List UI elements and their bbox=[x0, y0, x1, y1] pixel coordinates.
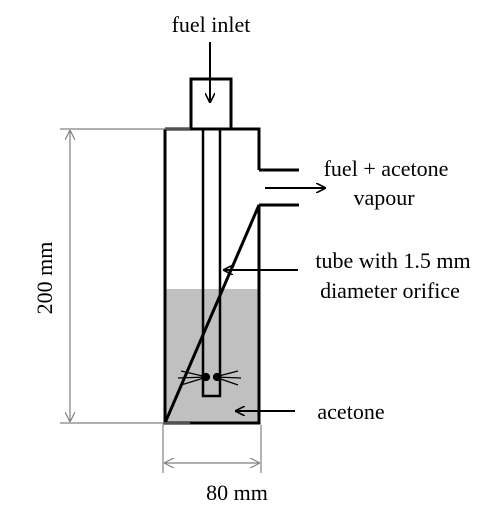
outlet-label-line1: fuel + acetone bbox=[324, 156, 449, 181]
height-dimension-label: 200 mm bbox=[32, 242, 57, 315]
orifice-bubbles bbox=[177, 370, 242, 386]
vessel-wall bbox=[162, 127, 261, 425]
acetone-liquid bbox=[166, 289, 258, 423]
height-dimension bbox=[60, 128, 190, 424]
width-dimension bbox=[162, 425, 262, 473]
fuel-inlet-label: fuel inlet bbox=[172, 12, 251, 37]
tube-label-line1: tube with 1.5 mm bbox=[315, 248, 470, 273]
acetone-label: acetone bbox=[317, 399, 384, 424]
inner-tube bbox=[201, 127, 222, 398]
width-dimension-label: 80 mm bbox=[206, 480, 268, 505]
tube-label-line2: diameter orifice bbox=[320, 278, 460, 303]
outlet-label-line2: vapour bbox=[353, 185, 415, 210]
